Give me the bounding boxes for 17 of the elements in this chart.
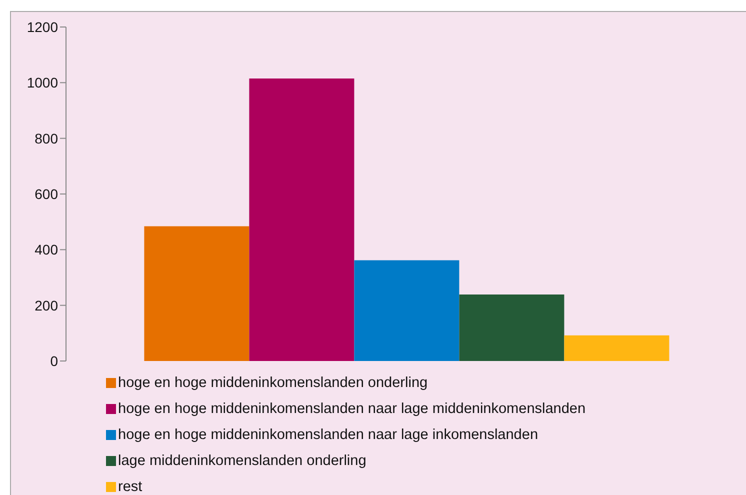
legend-label: rest [118,479,142,495]
y-tick-label: 800 [34,130,58,146]
bar [144,226,250,361]
bar [564,335,670,361]
y-tick-label: 400 [34,242,58,258]
legend-label: hoge en hoge middeninkomenslanden onderling [118,375,428,391]
y-tick-label: 1000 [26,74,58,91]
legend-label: hoge en hoge middeninkomenslanden naar lage inkomenslanden [118,427,538,443]
y-tick-label: 1200 [26,18,58,35]
bar [249,78,354,361]
y-tick-label: 200 [34,297,58,314]
bar [459,294,564,361]
y-tick-label: 600 [34,186,58,202]
legend-label: lage middeninkomenslanden onderling [118,453,366,469]
legend-label: hoge en hoge middeninkomenslanden naar lage middeninkomenslanden [118,401,586,417]
bar [354,260,460,361]
y-tick-label: 0 [50,352,58,369]
